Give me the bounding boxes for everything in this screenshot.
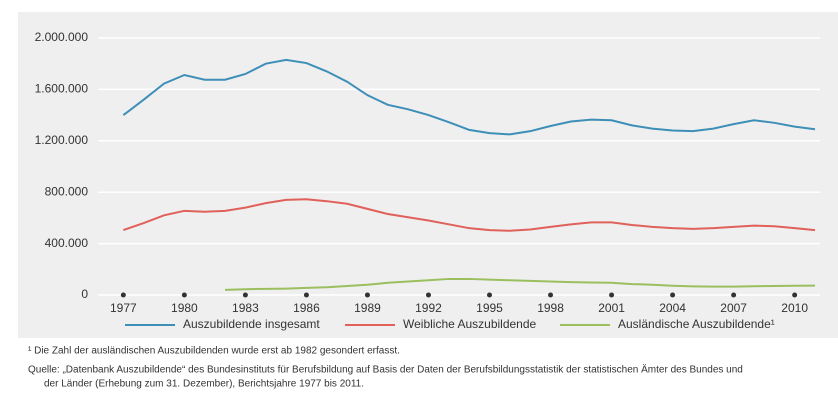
x-tick-label: 2007 bbox=[720, 301, 747, 315]
x-tick-mark bbox=[548, 292, 554, 298]
x-tick-label: 1986 bbox=[293, 301, 320, 315]
legend-label: Ausländische Auszubildende¹ bbox=[618, 317, 775, 331]
legend-label: Weibliche Auszubildende bbox=[403, 317, 537, 331]
x-tick-mark bbox=[303, 292, 309, 298]
x-tick-label: 1995 bbox=[476, 301, 503, 315]
source: Quelle: „Datenbank Auszubildende“ des Bu… bbox=[28, 364, 743, 376]
y-tick-label: 1.200.000 bbox=[35, 133, 89, 147]
x-tick-label: 1977 bbox=[110, 301, 137, 315]
x-tick-mark bbox=[792, 292, 798, 298]
x-tick-label: 2004 bbox=[659, 301, 686, 315]
x-tick-label: 2010 bbox=[781, 301, 808, 315]
x-tick-label: 1983 bbox=[232, 301, 259, 315]
y-tick-label: 0 bbox=[81, 287, 88, 301]
x-tick-label: 1989 bbox=[354, 301, 381, 315]
x-tick-mark bbox=[609, 292, 615, 298]
y-tick-label: 2.000.000 bbox=[35, 30, 89, 44]
footnote: ¹ Die Zahl der ausländischen Auszubilden… bbox=[28, 346, 400, 357]
x-tick-label: 2001 bbox=[598, 301, 625, 315]
x-tick-mark bbox=[731, 292, 737, 298]
x-tick-label: 1980 bbox=[171, 301, 198, 315]
series-line bbox=[225, 277, 816, 291]
series-line bbox=[122, 58, 816, 136]
y-tick-label: 1.600.000 bbox=[35, 82, 89, 96]
x-tick-mark bbox=[181, 292, 187, 298]
legend-label: Auszubildende insgesamt bbox=[183, 317, 320, 331]
x-tick-mark bbox=[670, 292, 676, 298]
x-tick-mark bbox=[120, 292, 126, 298]
x-tick-mark bbox=[487, 292, 493, 298]
series-line bbox=[123, 198, 816, 232]
x-tick-mark bbox=[364, 292, 370, 298]
y-tick-label: 400.000 bbox=[45, 236, 89, 250]
x-tick-label: 1992 bbox=[415, 301, 442, 315]
x-tick-mark bbox=[242, 292, 248, 298]
source: der Länder (Erhebung zum 31. Dezember), … bbox=[44, 379, 364, 390]
y-tick-label: 800.000 bbox=[45, 184, 89, 198]
x-tick-mark bbox=[425, 292, 431, 298]
x-tick-label: 1998 bbox=[537, 301, 564, 315]
panel bbox=[18, 12, 838, 338]
